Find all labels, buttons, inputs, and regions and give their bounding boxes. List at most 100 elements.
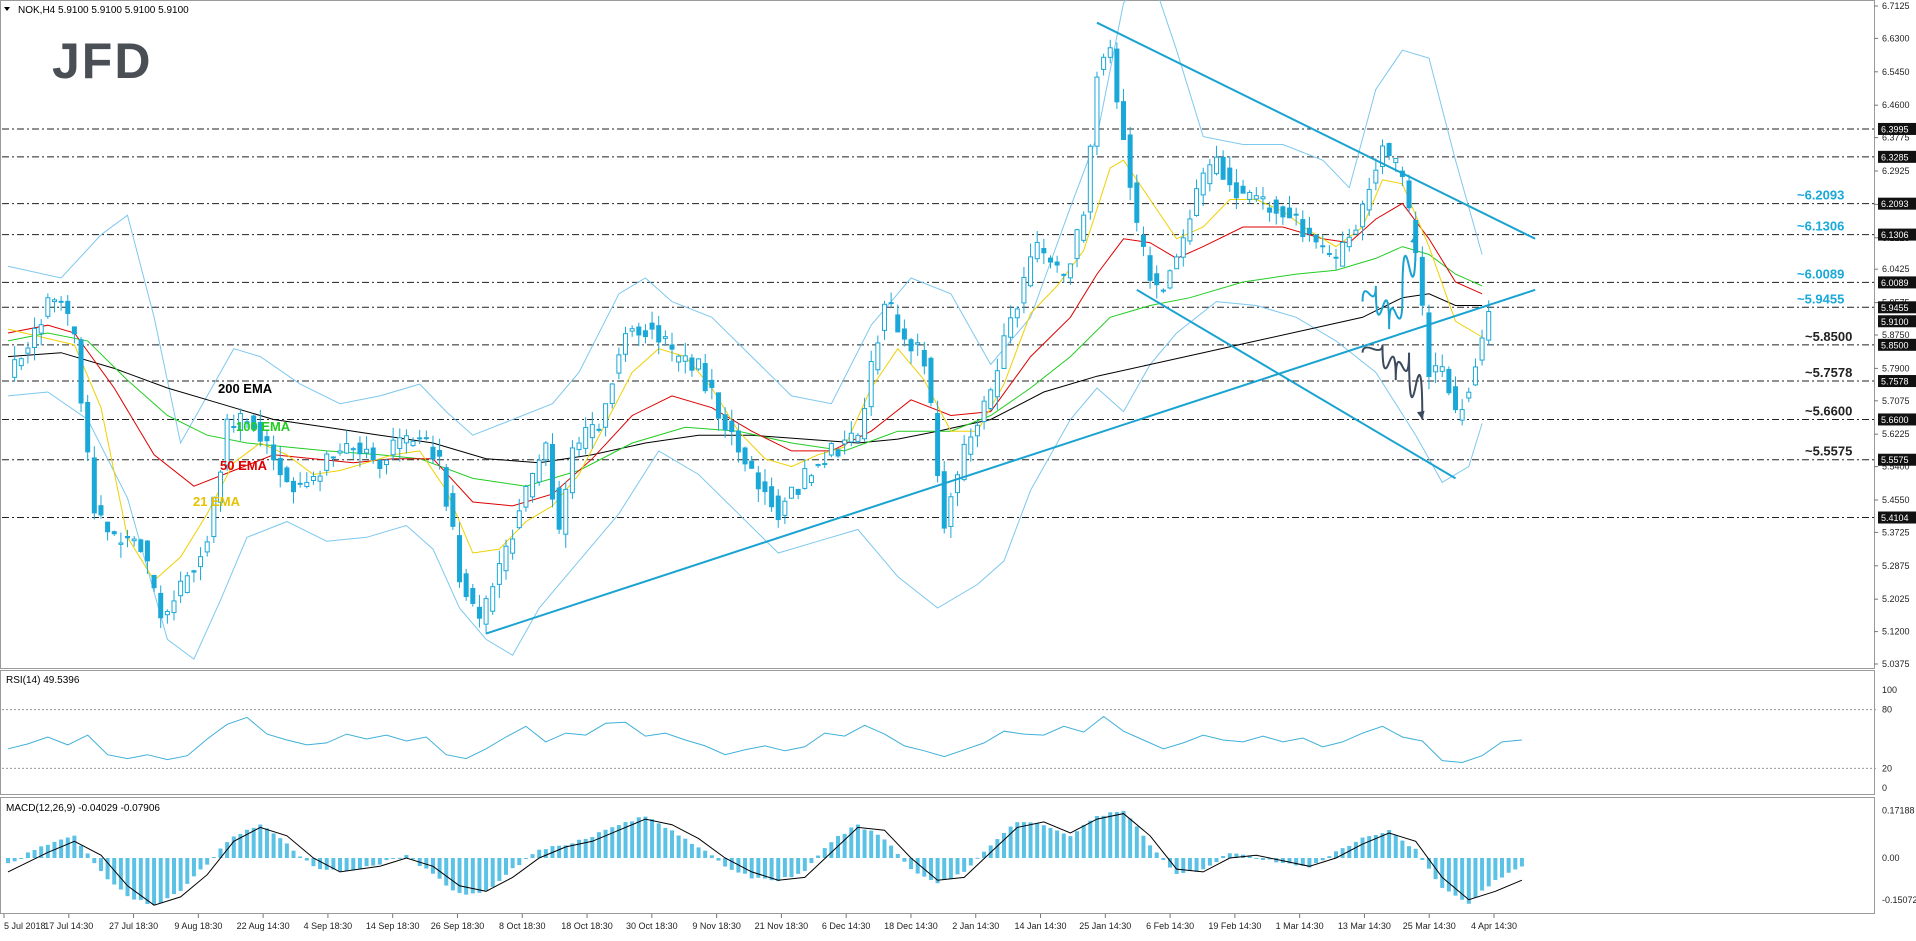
candle-bearish — [284, 467, 290, 483]
price-level-tag-label: 6.3995 — [1881, 124, 1909, 134]
price-level-tag-label: 6.3285 — [1881, 152, 1909, 162]
candle-bearish — [1293, 213, 1299, 216]
candle-bullish — [603, 403, 609, 428]
macd-histogram-bar — [889, 845, 894, 858]
x-tick-label: 19 Feb 14:30 — [1208, 921, 1261, 931]
macd-histogram-bar — [291, 850, 296, 858]
candle-bearish — [689, 357, 695, 371]
x-tick-label: 1 Mar 14:30 — [1276, 921, 1324, 931]
candle-bearish — [1453, 386, 1459, 411]
candle-bearish — [702, 363, 708, 392]
candle-bearish — [1320, 245, 1326, 248]
candle-bearish — [888, 302, 894, 305]
macd-histogram-bar — [25, 852, 30, 858]
candle-bearish — [138, 539, 144, 552]
y-tick-label: 5.5400 — [1882, 462, 1910, 472]
candle-bullish — [237, 413, 243, 431]
candle-bearish — [941, 471, 947, 529]
candle-bullish — [961, 443, 967, 481]
level-annotation: ~5.5575 — [1805, 444, 1852, 459]
candle-bullish — [1439, 366, 1445, 372]
candle-bullish — [1366, 188, 1372, 211]
price-level-tag — [1878, 197, 1916, 210]
candle-bullish — [1034, 241, 1040, 260]
macd-histogram-bar — [1420, 858, 1425, 860]
candle-bearish — [636, 326, 642, 336]
macd-histogram-bar — [842, 833, 847, 858]
candle-bullish — [848, 432, 854, 443]
y-tick-label: 5.2875 — [1882, 561, 1910, 571]
candle-bullish — [18, 358, 24, 367]
macd-histogram-bar — [855, 824, 860, 858]
macd-histogram-bar — [537, 849, 542, 858]
macd-histogram-bar — [583, 838, 588, 858]
macd-histogram-bar — [1207, 858, 1212, 866]
macd-histogram-bar — [1134, 826, 1139, 858]
macd-histogram-bar — [1413, 848, 1418, 858]
macd-histogram-bar — [59, 839, 64, 858]
candle-bullish — [510, 538, 516, 554]
macd-histogram-bar — [497, 858, 502, 881]
candle-bullish — [171, 600, 177, 614]
candle-bearish — [1121, 101, 1127, 140]
macd-histogram-bar — [1440, 858, 1445, 888]
price-level-tag-label: 5.7578 — [1881, 377, 1909, 387]
candle-bullish — [310, 475, 316, 481]
macd-histogram-bar — [1181, 858, 1186, 873]
candle-bullish — [616, 354, 622, 374]
macd-histogram-bar — [729, 858, 734, 870]
collapse-triangle-icon[interactable] — [4, 7, 10, 11]
candle-bearish — [1134, 182, 1140, 223]
candle-bearish — [1054, 261, 1060, 266]
macd-histogram-bar — [331, 858, 336, 870]
macd-histogram-bar — [1314, 858, 1319, 864]
candle-bearish — [457, 535, 463, 583]
macd-histogram-bar — [1061, 833, 1066, 858]
macd-histogram-bar — [1373, 834, 1378, 858]
macd-histogram-bar — [397, 857, 402, 859]
macd-histogram-bar — [132, 858, 137, 900]
macd-title: MACD(12,26,9) -0.04029 -0.07906 — [6, 803, 160, 814]
y-tick-label: 5.1200 — [1882, 627, 1910, 637]
level-annotation: ~5.7578 — [1805, 365, 1852, 380]
x-tick-label: 26 Sep 18:30 — [431, 921, 485, 931]
macd-histogram-bar — [1174, 858, 1179, 874]
candle-bearish — [822, 463, 828, 466]
price-level-tag — [1878, 511, 1916, 524]
candle-bearish — [98, 505, 104, 516]
candle-bearish — [928, 357, 934, 404]
candle-bearish — [1419, 256, 1425, 306]
macd-histogram-bar — [304, 858, 309, 861]
macd-histogram-bar — [1081, 824, 1086, 858]
y-tick-label: 5.4550 — [1882, 495, 1910, 505]
macd-histogram-bar — [85, 853, 90, 858]
macd-histogram-bar — [709, 855, 714, 858]
candle-bullish — [12, 359, 18, 378]
scenario-arrowhead-bullish-scenario — [1410, 234, 1418, 244]
rsi-tick-label: 20 — [1882, 763, 1892, 773]
macd-histogram-bar — [324, 858, 329, 870]
candle-bullish — [1081, 214, 1087, 241]
macd-histogram-bar — [1300, 858, 1305, 866]
candle-bullish — [530, 472, 536, 498]
candle-bullish — [1067, 263, 1073, 279]
macd-histogram-bar — [357, 858, 362, 869]
candle-bullish — [968, 436, 974, 455]
x-tick-label: 9 Nov 18:30 — [692, 921, 741, 931]
candle-bearish — [735, 430, 741, 453]
macd-histogram-bar — [1387, 830, 1392, 858]
candle-bullish — [118, 542, 124, 545]
macd-histogram-bar — [211, 856, 216, 858]
candle-bearish — [65, 300, 71, 314]
macd-histogram-bar — [1320, 858, 1325, 861]
macd-histogram-bar — [185, 858, 190, 884]
x-tick-label: 13 Mar 14:30 — [1338, 921, 1391, 931]
macd-histogram-bar — [271, 833, 276, 858]
macd-histogram-bar — [450, 858, 455, 891]
candle-bearish — [105, 521, 111, 533]
candle-bearish — [742, 447, 748, 465]
macd-histogram-bar — [484, 858, 489, 891]
macd-histogram-bar — [1088, 820, 1093, 858]
price-axis: 6.7125 6.6300 6.5450 6.4600 6.3775 6.2925 6.20… — [1874, 1, 1916, 669]
candle-bearish — [642, 330, 648, 338]
